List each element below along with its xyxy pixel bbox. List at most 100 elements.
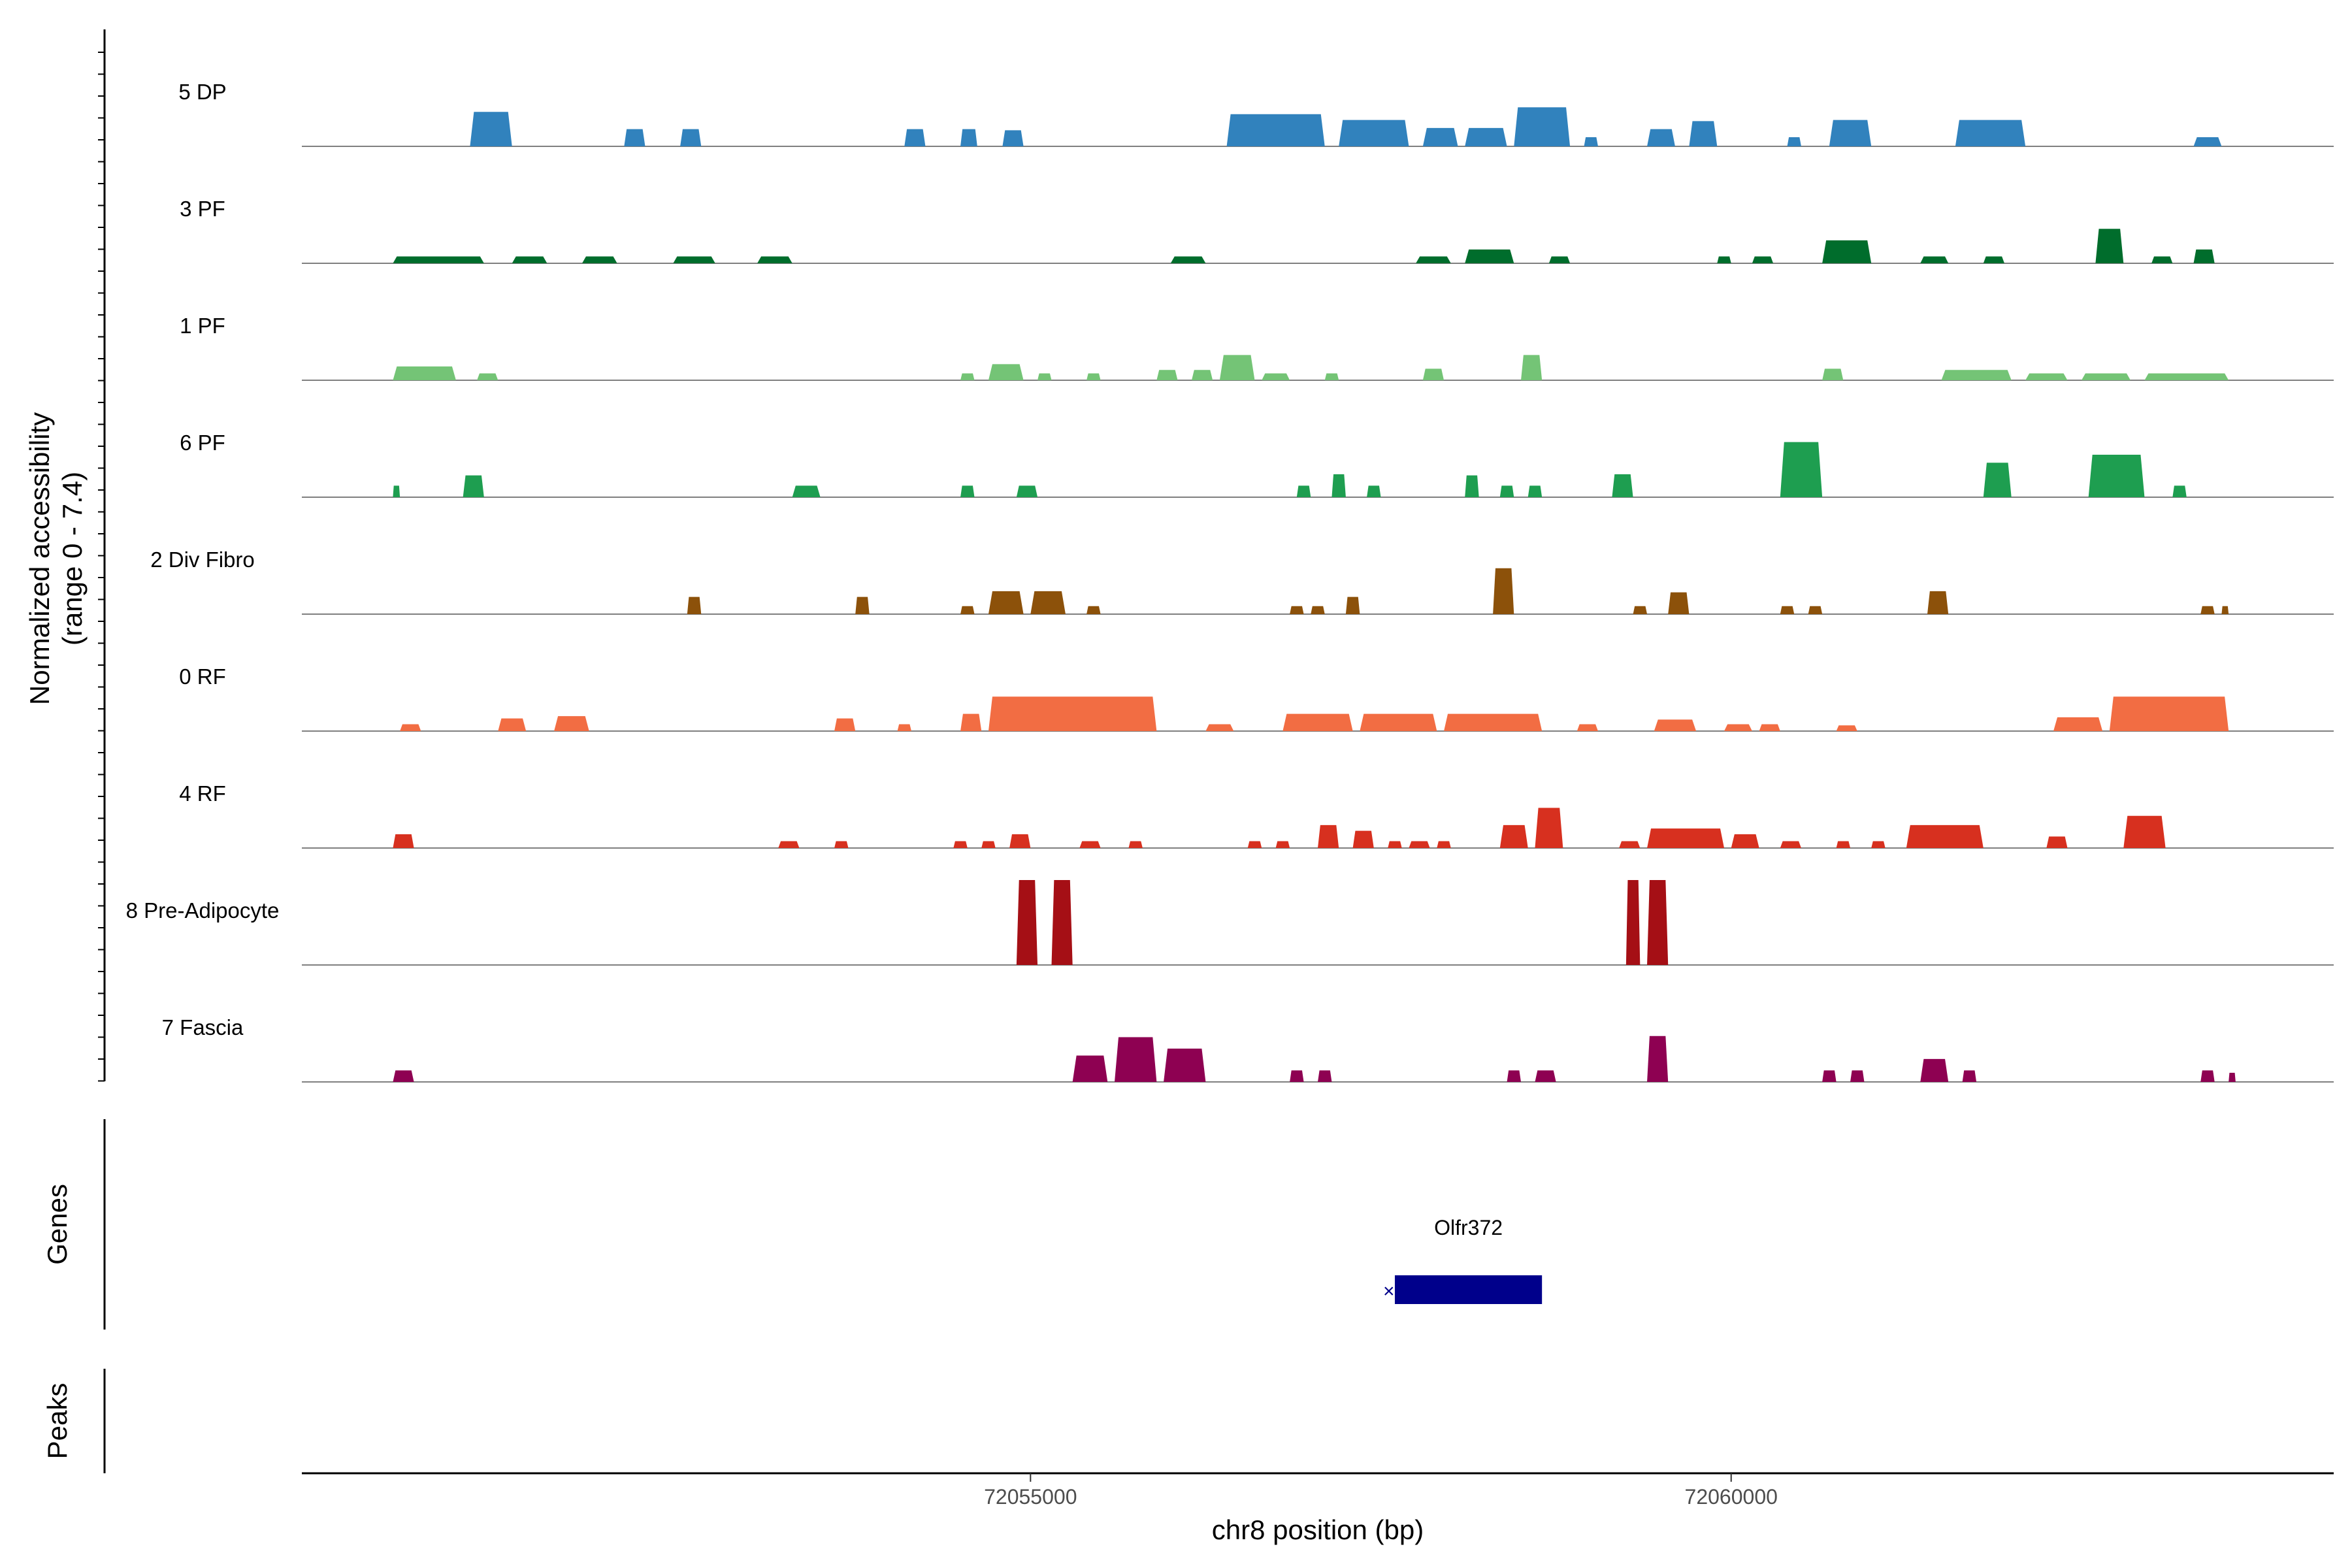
coverage-peak	[792, 485, 821, 497]
coverage-peak	[1416, 256, 1451, 263]
coverage-track: 8 Pre-Adipocyte	[126, 880, 2334, 966]
coverage-peak	[1465, 127, 1507, 146]
coverage-peak	[1318, 825, 1339, 848]
coverage-peak	[1444, 713, 1543, 731]
coverage-peak	[1829, 120, 1872, 146]
coverage-peak	[1170, 256, 1206, 263]
coverage-peak	[988, 696, 1157, 731]
coverage-track: 5 DP	[178, 80, 2334, 147]
coverage-peak	[1808, 606, 1823, 614]
coverage-peak	[1717, 256, 1731, 263]
coverage-peak	[2144, 373, 2229, 380]
coverage-peak	[2193, 249, 2215, 263]
coverage-peak	[1079, 841, 1101, 848]
coverage-peak	[1983, 463, 2012, 497]
coverage-peak	[1871, 841, 1886, 848]
coverage-peak	[1612, 474, 1633, 497]
coverage-peak	[1219, 355, 1255, 380]
coverage-peak	[981, 841, 996, 848]
coverage-peak	[1275, 841, 1290, 848]
coverage-peak	[1360, 713, 1437, 731]
gene-body	[1394, 1275, 1543, 1304]
coverage-peak	[1205, 724, 1234, 731]
coverage-peak	[1962, 1070, 1977, 1082]
coverage-peak	[1514, 107, 1571, 146]
coverage-peak	[988, 591, 1024, 614]
coverage-peak	[960, 713, 982, 731]
coverage-track: 7 Fascia	[162, 1015, 2334, 1083]
coverage-peak	[1493, 568, 1514, 614]
coverage-peak	[1955, 120, 2026, 146]
coverage-peak	[393, 1070, 414, 1082]
coverage-peak	[1906, 825, 1984, 848]
genes-panel-title: Genes	[42, 1184, 73, 1265]
coverage-peak	[2221, 606, 2229, 614]
coverage-peak	[1465, 475, 1479, 497]
coverage-peak	[1822, 1070, 1837, 1082]
coverage-peak	[897, 724, 911, 731]
coverage-peak	[1584, 137, 1598, 146]
gene-annotations: × Olfr372	[1383, 1216, 1543, 1304]
coverage-peak	[1780, 606, 1795, 614]
coverage-peak	[1226, 114, 1325, 146]
coverage-peak	[1311, 606, 1325, 614]
coverage-peak	[1262, 373, 1290, 380]
gene-feature: × Olfr372	[1383, 1216, 1543, 1304]
coverage-peak	[393, 256, 484, 263]
coverage-peak	[393, 834, 414, 848]
coverage-peak	[1191, 370, 1213, 380]
coverage-peak	[1030, 591, 1066, 614]
track-label: 1 PF	[180, 314, 225, 338]
coverage-peak	[1367, 485, 1381, 497]
coverage-peak	[1051, 880, 1073, 965]
coverage-peak	[1290, 606, 1304, 614]
coverage-peak	[1920, 256, 1949, 263]
coverage-y-axis-title-line1: Normalized accessibility	[24, 412, 55, 705]
coverage-peak	[1465, 249, 1514, 263]
coverage-peak	[1037, 373, 1052, 380]
coverage-peak	[1499, 825, 1528, 848]
coverage-peak	[1339, 120, 1409, 146]
coverage-peak	[1164, 1049, 1206, 1082]
gene-label: Olfr372	[1434, 1216, 1503, 1239]
coverage-peak	[1521, 355, 1543, 380]
coverage-peak	[1128, 841, 1143, 848]
coverage-peak	[953, 841, 968, 848]
coverage-peak	[1576, 724, 1598, 731]
coverage-peak	[1086, 606, 1101, 614]
coverage-peak	[1009, 834, 1031, 848]
track-label: 6 PF	[180, 431, 225, 455]
coverage-peak	[1086, 373, 1101, 380]
coverage-peak	[393, 485, 400, 497]
track-label: 2 Div Fibro	[150, 547, 255, 572]
coverage-peak	[1282, 713, 1353, 731]
coverage-track: 0 RF	[179, 664, 2334, 732]
coverage-peak	[393, 366, 456, 380]
coverage-peak	[1731, 834, 1759, 848]
coverage-peak	[1633, 606, 1648, 614]
coverage-peak	[1352, 830, 1374, 848]
coverage-peak	[1296, 485, 1311, 497]
coverage-track: 6 PF	[180, 431, 2334, 498]
coverage-peak	[581, 256, 617, 263]
track-label: 0 RF	[179, 664, 226, 689]
coverage-peak	[2193, 137, 2222, 146]
track-label: 5 DP	[178, 80, 226, 104]
coverage-peak	[1527, 485, 1543, 497]
coverage-track: 3 PF	[180, 197, 2334, 264]
strand-arrow: ×	[1383, 1281, 1395, 1302]
coverage-peak	[1548, 256, 1571, 263]
coverage-peak	[1759, 724, 1780, 731]
coverage-peak	[2095, 229, 2124, 263]
coverage-peak	[2053, 717, 2103, 731]
coverage-peak	[1654, 719, 1697, 731]
coverage-peak	[1247, 841, 1262, 848]
coverage-peak	[1927, 591, 1949, 614]
coverage-peak	[1668, 592, 1690, 614]
coverage-peak	[1507, 1070, 1521, 1082]
coverage-peak	[2172, 485, 2187, 497]
coverage-peak	[477, 373, 498, 380]
x-axis-ticks: 72055000 72060000	[984, 1473, 1778, 1509]
